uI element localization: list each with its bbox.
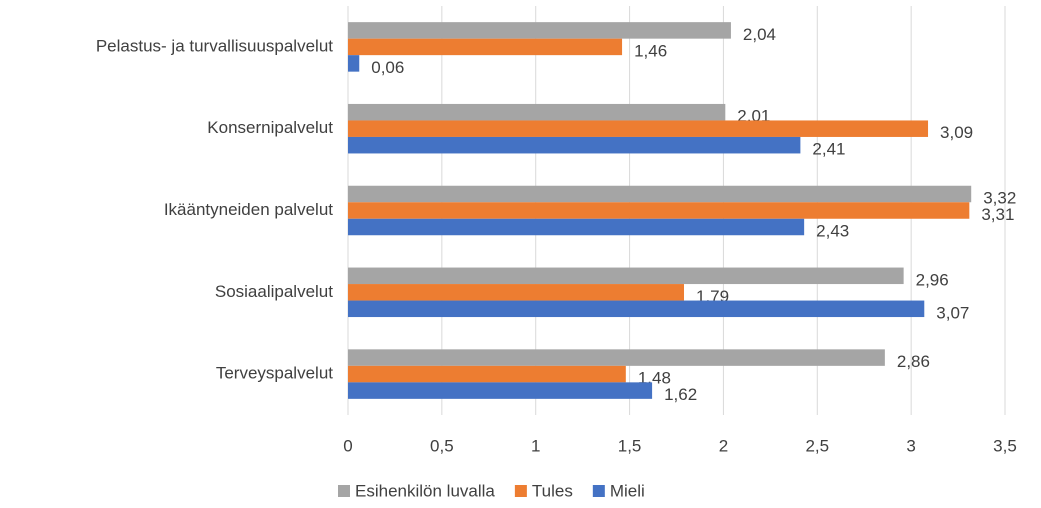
data-label: 2,43 <box>816 221 849 240</box>
data-label: 3,31 <box>981 205 1014 224</box>
data-label: 3,09 <box>940 123 973 142</box>
data-label: 2,41 <box>812 140 845 159</box>
legend-swatch <box>514 485 527 497</box>
x-tick-label: 1,5 <box>618 436 642 455</box>
data-label: 1,46 <box>634 41 667 60</box>
y-tick-label: Ikääntyneiden palvelut <box>164 200 333 219</box>
bar <box>348 185 972 203</box>
bar <box>348 55 360 72</box>
bar <box>348 218 805 236</box>
legend-swatch <box>338 485 350 497</box>
data-label: 2,96 <box>916 270 949 289</box>
bar <box>348 284 685 301</box>
data-label: 3,07 <box>936 303 969 322</box>
bar <box>348 103 726 121</box>
bar <box>348 267 904 285</box>
bar <box>348 382 653 399</box>
legend-label: Esihenkilön luvalla <box>355 481 495 500</box>
y-tick-label: Terveyspalvelut <box>216 364 333 383</box>
data-label: 1,62 <box>664 385 697 404</box>
legend-label: Mieli <box>610 481 645 500</box>
bar <box>348 22 731 39</box>
x-tick-label: 2,5 <box>805 436 829 455</box>
y-tick-label: Pelastus- ja turvallisuuspalvelut <box>96 36 333 55</box>
legend-label: Tules <box>532 481 573 500</box>
bar <box>348 136 801 154</box>
bar <box>348 38 623 56</box>
data-label: 2,04 <box>743 25 776 44</box>
x-tick-label: 2 <box>719 436 728 455</box>
x-tick-label: 3,5 <box>993 436 1017 455</box>
bar <box>348 349 885 366</box>
data-label: 2,86 <box>897 352 930 371</box>
data-label: 0,06 <box>371 58 404 77</box>
bar <box>348 202 970 219</box>
legend-swatch <box>592 485 605 497</box>
x-tick-label: 1 <box>531 436 540 455</box>
x-tick-label: 3 <box>906 436 915 455</box>
x-tick-label: 0,5 <box>430 436 454 455</box>
bar <box>348 300 925 318</box>
data-label: 3,32 <box>983 188 1016 207</box>
y-tick-label: Sosiaalipalvelut <box>215 282 333 301</box>
bar <box>348 120 929 137</box>
x-tick-label: 0 <box>343 436 352 455</box>
bar <box>348 365 626 383</box>
y-tick-label: Konsernipalvelut <box>207 118 333 137</box>
